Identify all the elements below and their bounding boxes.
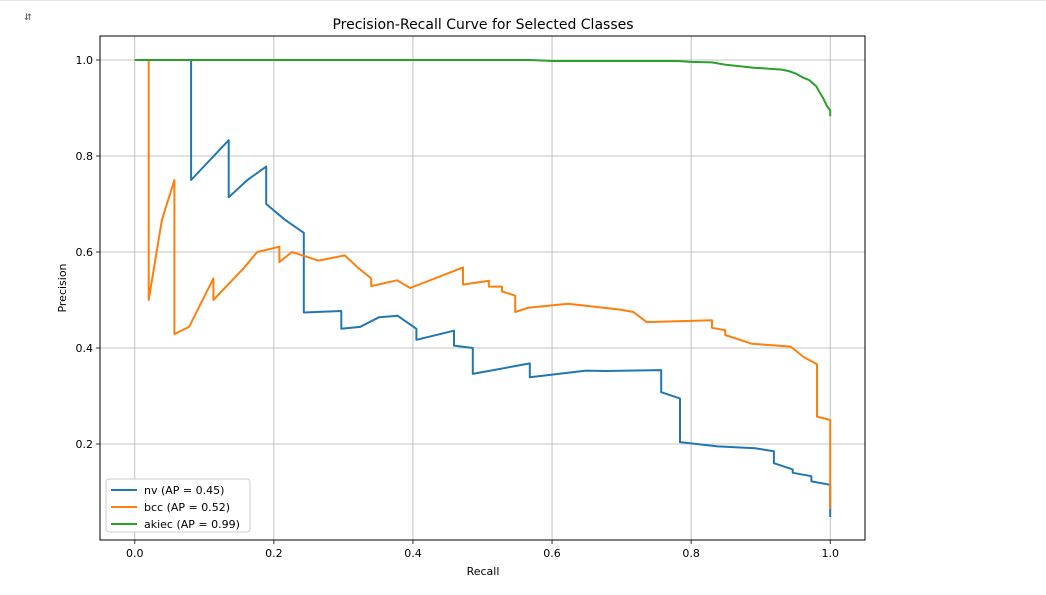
grid: [100, 36, 865, 540]
y-tick-label: 0.2: [76, 438, 94, 451]
series-layer: [134, 59, 832, 517]
legend-entry: akiec (AP = 0.99): [144, 518, 240, 531]
x-tick-label: 0.8: [682, 547, 700, 560]
legend: nv (AP = 0.45) bcc (AP = 0.52) akiec (AP =…: [105, 478, 251, 533]
output-toggle-icon[interactable]: ⇵: [24, 9, 32, 23]
chart-title: Precision-Recall Curve for Selected Clas…: [332, 17, 633, 33]
series-line-1: [134, 59, 832, 509]
x-tick-label: 0.6: [543, 547, 561, 560]
plot-frame: [99, 35, 866, 541]
y-tick-label: 0.4: [76, 342, 94, 355]
series-line-2: [134, 59, 832, 117]
cell-top-border: [0, 0, 1046, 1]
x-tick-label: 0.0: [126, 547, 144, 560]
x-axis-label: Recall: [467, 565, 500, 578]
y-tick-label: 1.0: [76, 54, 94, 67]
legend-entry: nv (AP = 0.45): [144, 484, 224, 497]
y-ticks: 0.2 0.4 0.6 0.8 1.0: [76, 54, 100, 451]
x-ticks: 0.0 0.2 0.4 0.6 0.8 1.0: [126, 540, 839, 560]
x-tick-label: 1.0: [821, 547, 839, 560]
y-tick-label: 0.6: [76, 246, 94, 259]
legend-entry: bcc (AP = 0.52): [144, 501, 230, 514]
y-tick-label: 0.8: [76, 150, 94, 163]
series-line-0: [134, 59, 832, 517]
legend-box: [105, 478, 251, 533]
y-axis-label: Precision: [56, 263, 69, 312]
x-tick-label: 0.2: [265, 547, 283, 560]
x-tick-label: 0.4: [404, 547, 422, 560]
